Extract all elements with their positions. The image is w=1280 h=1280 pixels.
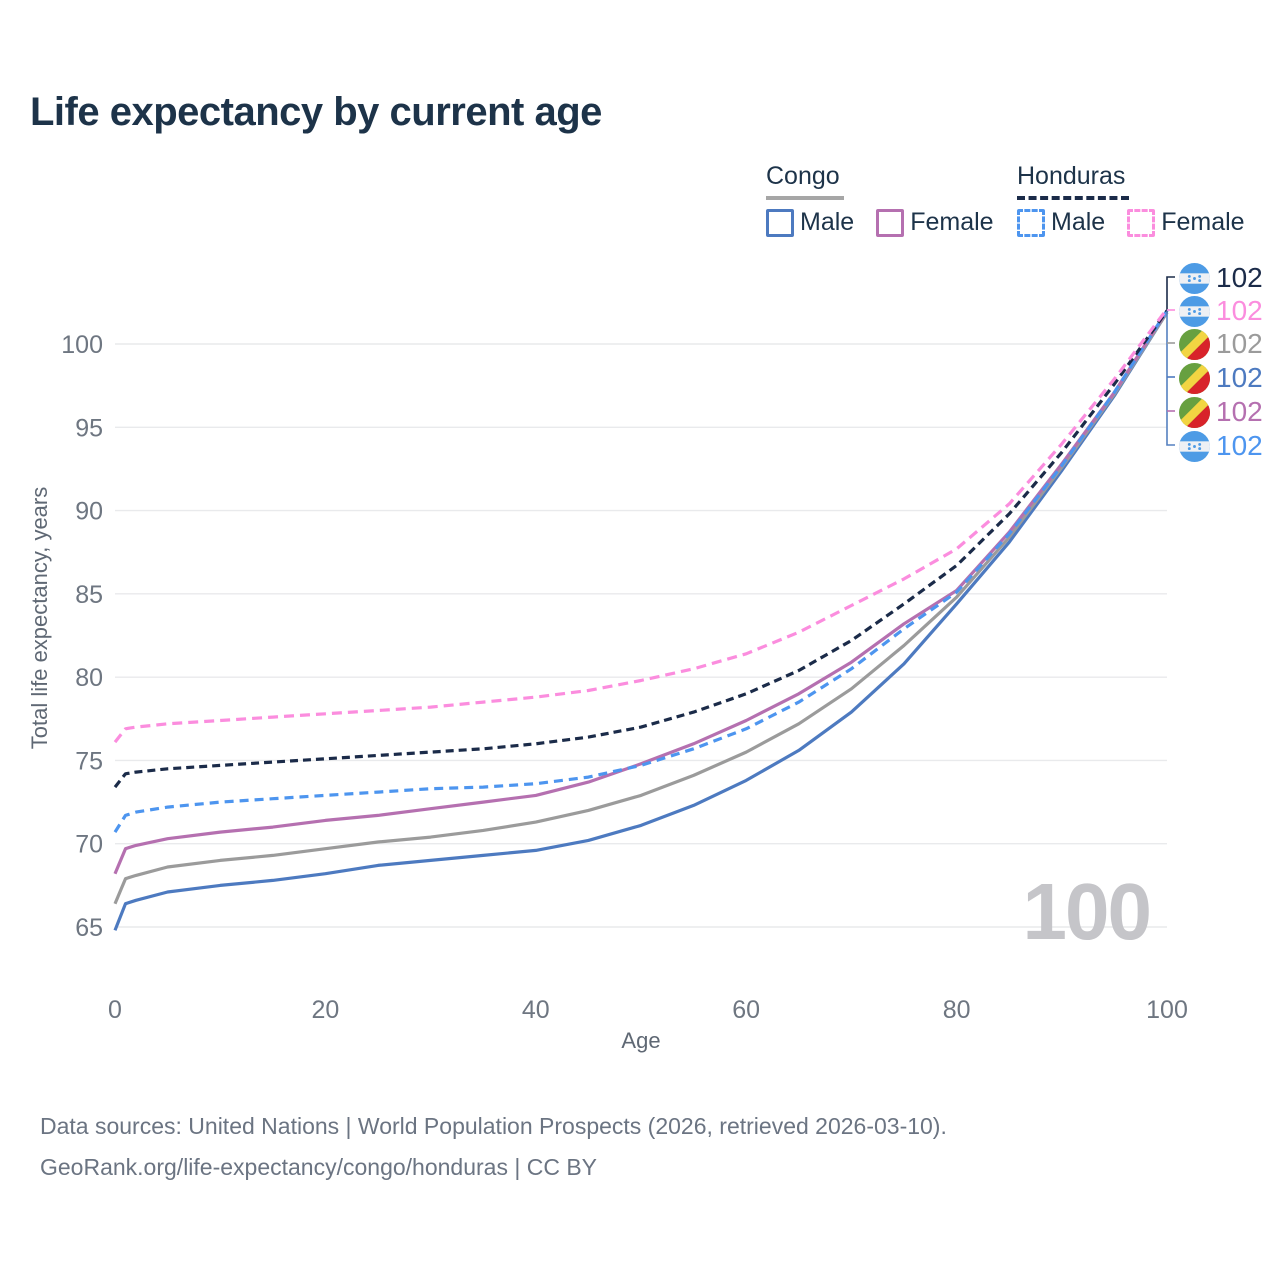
series-line-honduras-female <box>113 308 1169 744</box>
congo-flag-icon <box>1179 363 1210 394</box>
congo-flag-icon <box>1179 329 1210 360</box>
legend-label: Female <box>910 208 994 236</box>
y-tick-label: 70 <box>75 831 103 859</box>
legend-items-congo: Male Female <box>766 208 994 237</box>
end-label-value: 102 <box>1216 396 1263 427</box>
leader-line-bottom <box>1166 310 1175 446</box>
x-tick-label: 20 <box>311 996 339 1024</box>
end-label-congo-male: 102 <box>1179 362 1263 394</box>
legend-country-honduras[interactable]: Honduras <box>1017 162 1130 200</box>
congo-female-swatch-icon <box>876 208 905 237</box>
legend-label: Male <box>800 208 855 236</box>
end-label-value: 102 <box>1216 295 1263 326</box>
legend-country-congo[interactable]: Congo <box>766 162 844 200</box>
y-axis-title: Total life expectancy, years <box>27 487 52 750</box>
legend-item-honduras-female[interactable]: Female <box>1127 208 1245 237</box>
end-label-value: 102 <box>1216 262 1263 293</box>
x-axis-title: Age <box>621 1028 660 1053</box>
end-label-honduras-male: 102 <box>1179 430 1263 462</box>
series-line-congo-both-sexes- <box>113 311 1169 905</box>
y-tick-label: 95 <box>75 414 103 442</box>
end-label-value: 102 <box>1216 362 1263 393</box>
honduras-male-swatch-icon <box>1017 208 1045 237</box>
footer-data-sources: Data sources: United Nations | World Pop… <box>40 1113 947 1139</box>
end-label-congo-both-sexes-: 102 <box>1179 328 1263 360</box>
end-label-value: 102 <box>1216 328 1263 359</box>
honduras-flag-icon <box>1179 431 1210 462</box>
page-title: Life expectancy by current age <box>30 90 602 134</box>
age-counter-watermark: 100 <box>1022 867 1152 956</box>
x-tick-label: 60 <box>732 996 760 1024</box>
series-line-honduras-both-sexes- <box>113 309 1169 789</box>
footer-attribution: GeoRank.org/life-expectancy/congo/hondur… <box>40 1154 597 1180</box>
legend-group-congo: Congo Male Female <box>766 162 994 237</box>
legend-group-honduras: Honduras Male Female <box>1017 162 1245 237</box>
congo-flag-icon <box>1179 397 1210 428</box>
y-tick-label: 85 <box>75 581 103 609</box>
end-label-honduras-female: 102 <box>1179 295 1263 327</box>
congo-male-swatch-icon <box>766 208 794 237</box>
leader-line-top <box>1166 276 1175 311</box>
x-tick-label: 100 <box>1146 996 1188 1024</box>
x-tick-label: 0 <box>108 996 122 1024</box>
legend-item-congo-male[interactable]: Male <box>766 208 854 237</box>
end-label-congo-female: 102 <box>1179 396 1263 428</box>
end-label-value: 102 <box>1216 430 1263 461</box>
series-line-congo-female <box>113 309 1169 875</box>
honduras-female-swatch-icon <box>1127 208 1156 237</box>
legend-item-honduras-male[interactable]: Male <box>1017 208 1105 237</box>
honduras-flag-icon <box>1179 296 1210 327</box>
legend-label: Female <box>1161 208 1245 236</box>
y-tick-label: 100 <box>61 331 103 359</box>
y-tick-label: 80 <box>75 664 103 692</box>
series-line-congo-male <box>113 311 1169 931</box>
x-tick-label: 80 <box>943 996 971 1024</box>
honduras-flag-icon <box>1179 263 1210 294</box>
legend-items-honduras: Male Female <box>1017 208 1245 237</box>
series-line-honduras-male <box>113 309 1169 833</box>
legend-label: Male <box>1051 208 1106 236</box>
end-label-honduras-both-sexes-: 102 <box>1179 262 1263 294</box>
footer: Data sources: United Nations | World Pop… <box>40 1106 947 1188</box>
y-tick-label: 65 <box>75 914 103 942</box>
x-tick-label: 40 <box>522 996 550 1024</box>
y-tick-label: 75 <box>75 747 103 775</box>
legend-item-congo-female[interactable]: Female <box>876 208 994 237</box>
y-tick-label: 90 <box>75 498 103 526</box>
